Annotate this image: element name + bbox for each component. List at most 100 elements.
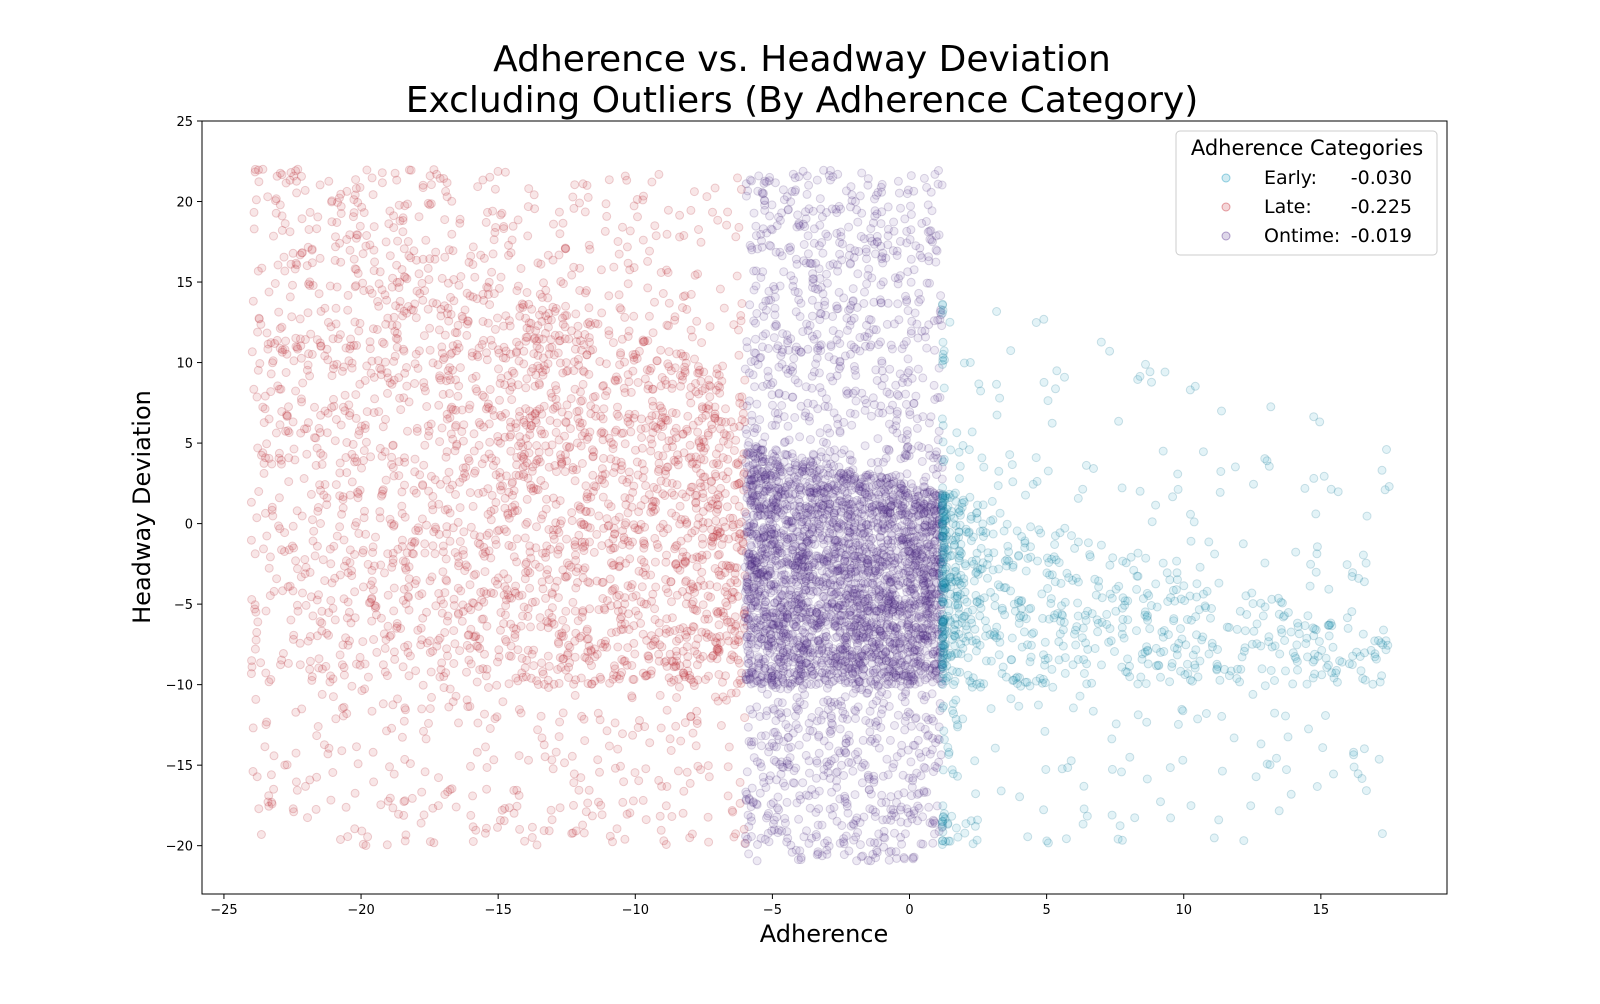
data-point-late [712,633,721,643]
data-point-late [445,375,455,385]
data-point-late [564,662,574,672]
data-point-late [613,402,622,412]
data-point-late [496,625,505,635]
data-point-late [274,448,284,458]
data-point-late [576,673,586,683]
data-point-late [478,664,488,674]
data-point-late [623,417,633,426]
data-point-late [571,567,581,577]
data-point-late [586,645,596,655]
data-point-late [468,791,478,801]
data-point-late [351,517,361,527]
data-point-late [625,265,635,275]
data-point-late [527,597,537,607]
data-point-late [595,767,604,777]
data-point-late [405,651,415,661]
data-point-late [520,533,530,543]
data-point-late [606,502,616,512]
data-point-late [678,646,688,656]
data-point-late [449,601,459,610]
data-point-late [646,631,656,641]
data-point-late [308,281,318,290]
data-point-late [722,601,732,611]
data-point-late [661,584,671,594]
data-point-late [596,428,606,438]
data-point-late [711,516,721,526]
data-point-late [494,364,503,374]
data-point-late [332,218,342,227]
data-point-late [482,530,492,540]
data-point-late [327,578,337,588]
data-point-late [553,665,563,674]
data-point-late [707,541,717,551]
data-point-late [315,480,325,490]
data-point-late [324,176,334,186]
data-point-late [533,350,543,360]
data-point-late [618,222,627,232]
data-point-late [620,493,630,503]
data-point-late [466,761,475,771]
data-point-late [560,322,570,332]
data-point-late [387,460,397,470]
data-point-late [616,465,626,475]
data-point-late [481,742,490,752]
data-point-late [443,787,453,797]
data-point-late [400,368,410,378]
data-point-late [544,462,554,472]
data-point-late [387,282,397,292]
data-point-late [313,503,323,512]
data-point-late [314,423,324,433]
data-point-late [633,378,643,387]
data-point-late [551,394,561,404]
data-point-late [629,355,639,365]
data-point-late [566,394,576,404]
data-point-late [530,559,540,569]
data-point-late [509,623,519,633]
data-point-late [579,340,589,350]
data-point-late [396,624,406,633]
data-point-late [660,491,670,500]
data-point-late [547,588,557,598]
data-point-late [328,334,338,344]
data-point-late [301,600,311,610]
data-point-late [592,529,602,539]
data-point-late [495,815,505,825]
data-point-late [667,613,677,623]
data-point-late [532,840,542,850]
data-point-late [580,563,590,573]
data-point-late [680,362,690,372]
data-point-late [697,550,707,560]
data-point-late [395,393,405,403]
data-point-late [553,549,563,559]
data-point-late [264,677,274,687]
data-point-late [521,332,531,342]
data-point-late [619,532,629,542]
data-point-late [274,307,284,317]
data-point-late [558,313,567,323]
data-point-late [515,824,525,834]
data-point-late [656,345,666,355]
data-point-late [717,560,727,570]
data-point-late [636,424,646,434]
data-point-late [398,227,408,237]
data-point-late [479,597,489,607]
data-point-late [399,272,409,282]
data-point-late [666,577,676,587]
data-point-late [702,632,712,642]
data-point-late [587,811,597,821]
data-point-late [588,345,598,355]
data-point-late [367,576,377,586]
data-point-late [699,455,709,465]
data-point-late [538,584,548,594]
data-point-late [734,325,743,335]
data-point-late [678,429,688,439]
data-point-late [652,539,662,549]
data-point-late [708,537,718,547]
data-point-late [578,565,588,575]
data-point-late [284,402,293,412]
data-point-late [291,777,301,787]
data-point-late [555,229,565,239]
data-point-late [504,513,514,523]
data-point-late [689,677,699,687]
data-point-late [644,651,654,661]
